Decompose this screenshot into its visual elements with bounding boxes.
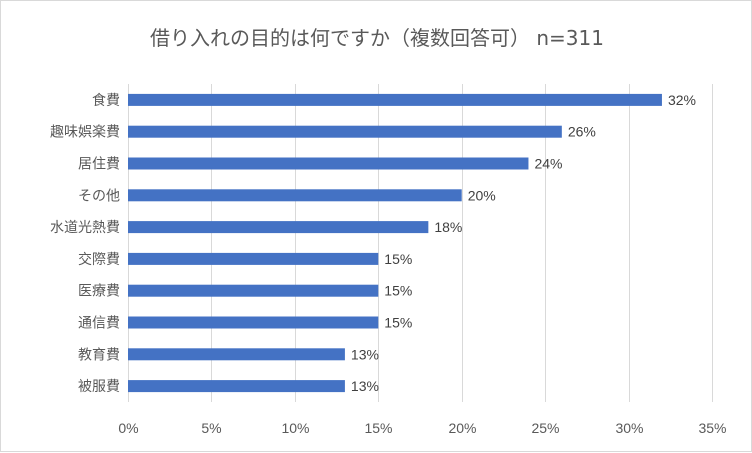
data-label: 13% <box>351 346 379 362</box>
bar <box>128 221 429 234</box>
data-label: 15% <box>384 283 412 299</box>
value-axis: 0% 5% 10% 15% 20% 25% 30% 35% <box>118 420 726 436</box>
category-label: 交際費 <box>78 251 120 268</box>
category-label: 居住費 <box>78 157 120 173</box>
category-label: その他 <box>78 188 120 204</box>
x-tick-label: 0% <box>118 420 138 436</box>
x-tick-label: 5% <box>201 420 221 436</box>
data-label: 26% <box>568 124 596 140</box>
category-label: 医療費 <box>78 283 120 300</box>
data-label: 32% <box>668 92 696 108</box>
category-label: 趣味娯楽費 <box>50 125 120 141</box>
bars <box>128 93 662 393</box>
data-label: 13% <box>351 378 379 394</box>
data-labels: 32% 26% 24% 20% 18% 15% 15% 15% 13% 13% <box>351 92 696 394</box>
data-label: 24% <box>534 156 562 172</box>
data-label: 18% <box>434 219 462 235</box>
x-tick-label: 30% <box>615 420 643 436</box>
x-tick-label: 35% <box>698 420 726 436</box>
x-tick-label: 10% <box>281 420 309 436</box>
bar <box>128 284 379 297</box>
data-label: 15% <box>384 251 412 267</box>
chart-title: 借り入れの目的は何ですか（複数回答可） n=311 <box>150 26 604 50</box>
category-label: 教育費 <box>78 347 120 363</box>
category-label: 被服費 <box>78 379 120 395</box>
x-tick-label: 15% <box>364 420 392 436</box>
category-label: 通信費 <box>78 316 120 332</box>
x-tick-label: 20% <box>448 420 476 436</box>
bar <box>128 252 379 265</box>
category-label: 水道光熱費 <box>50 220 120 236</box>
bar <box>128 189 462 202</box>
bar <box>128 93 662 106</box>
bar <box>128 380 345 393</box>
data-label: 20% <box>468 187 496 203</box>
x-tick-label: 25% <box>531 420 559 436</box>
bar <box>128 316 379 329</box>
data-label: 15% <box>384 315 412 331</box>
bar <box>128 157 529 170</box>
category-label: 食費 <box>92 92 120 109</box>
bar <box>128 125 562 138</box>
bar <box>128 348 345 361</box>
